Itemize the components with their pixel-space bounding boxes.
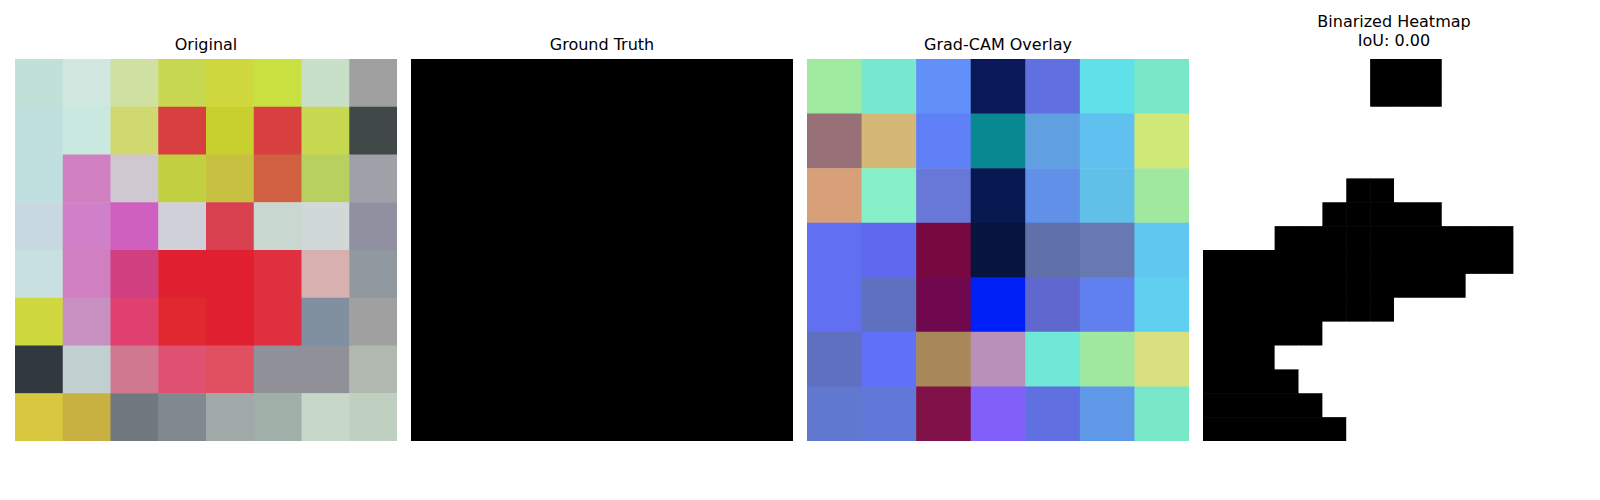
svg-text:Grad-CAM Overlay: Grad-CAM Overlay <box>924 35 1072 54</box>
svg-text:Ground Truth: Ground Truth <box>550 35 655 54</box>
svg-text:Binarized Heatmap: Binarized Heatmap <box>1317 12 1470 31</box>
svg-text:Original: Original <box>175 35 238 54</box>
svg-text:IoU: 0.00: IoU: 0.00 <box>1358 31 1430 50</box>
